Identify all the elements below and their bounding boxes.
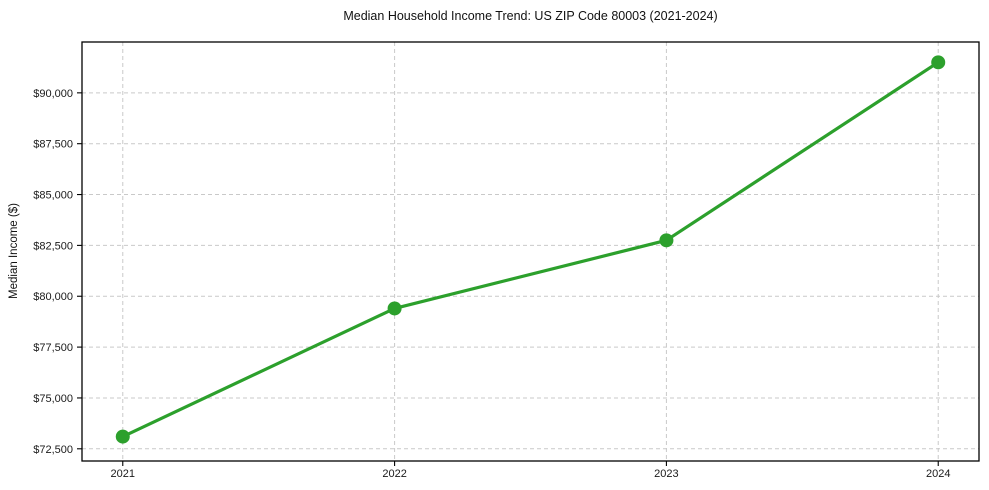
y-tick-label: $90,000 — [33, 88, 73, 100]
data-point-2022 — [387, 301, 402, 316]
x-tick-label: 2023 — [654, 468, 678, 480]
chart-title: Median Household Income Trend: US ZIP Co… — [343, 9, 718, 23]
data-point-2021 — [115, 429, 130, 444]
data-point-2023 — [659, 233, 674, 248]
x-tick-label: 2022 — [382, 468, 406, 480]
plot-background — [82, 42, 979, 461]
y-tick-label: $85,000 — [33, 190, 73, 202]
x-tick-label: 2021 — [111, 468, 135, 480]
y-tick-label: $87,500 — [33, 139, 73, 151]
trend-line — [121, 60, 940, 439]
y-tick-label: $72,500 — [33, 444, 73, 456]
data-point-2024 — [931, 55, 946, 70]
y-tick-label: $77,500 — [33, 342, 73, 354]
y-tick-label: $82,500 — [33, 240, 73, 252]
y-tick-label: $80,000 — [33, 291, 73, 303]
y-tick-label: $75,000 — [33, 393, 73, 405]
x-tick-label: 2024 — [926, 468, 950, 480]
plot-border — [81, 41, 980, 462]
y-axis-label: Median Income ($) — [8, 203, 20, 299]
